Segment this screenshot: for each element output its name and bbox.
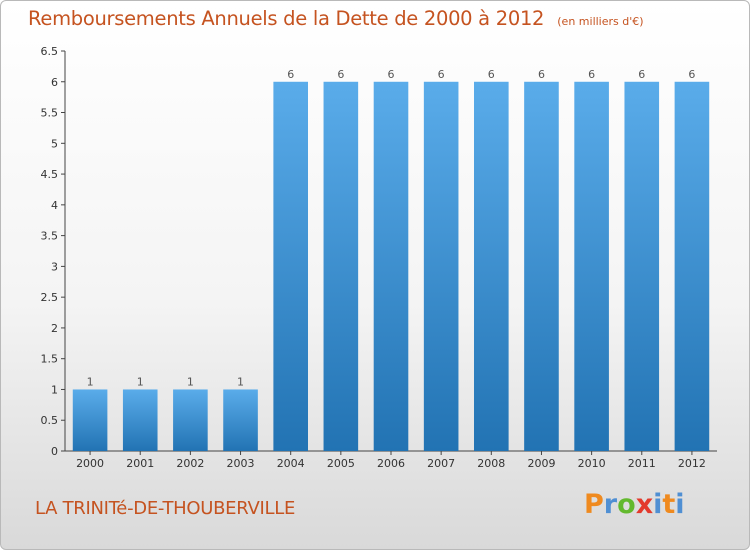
y-tick-label: 0 bbox=[51, 445, 58, 458]
bar-value-label: 6 bbox=[337, 68, 344, 81]
bar-value-label: 6 bbox=[638, 68, 645, 81]
y-tick-label: 5.5 bbox=[41, 107, 59, 120]
bar-value-label: 1 bbox=[137, 375, 144, 388]
y-tick-label: 0.5 bbox=[41, 414, 59, 427]
title-row: Remboursements Annuels de la Dette de 20… bbox=[28, 7, 644, 30]
chart-bars bbox=[72, 81, 710, 452]
bar-value-label: 6 bbox=[588, 68, 595, 81]
bar-value-label: 1 bbox=[87, 375, 94, 388]
y-tick-label: 1.5 bbox=[41, 353, 59, 366]
bar bbox=[373, 81, 409, 452]
x-tick-label: 2012 bbox=[678, 457, 706, 470]
y-tick-label: 6.5 bbox=[41, 45, 59, 58]
logo-letter-p: P bbox=[584, 489, 604, 520]
bar bbox=[423, 81, 459, 452]
bar-value-label: 6 bbox=[688, 68, 695, 81]
bar bbox=[122, 389, 158, 451]
y-tick-label: 4.5 bbox=[41, 168, 59, 181]
chart-unit: (en milliers d'€) bbox=[557, 15, 644, 28]
bar bbox=[323, 81, 359, 452]
bar-value-label: 6 bbox=[538, 68, 545, 81]
bar bbox=[72, 389, 108, 451]
bar bbox=[674, 81, 710, 452]
bar bbox=[524, 81, 559, 452]
x-tick-label: 2007 bbox=[427, 457, 455, 470]
bar-value-label: 6 bbox=[488, 68, 495, 81]
x-tick-label: 2005 bbox=[327, 457, 355, 470]
bar-value-label: 6 bbox=[287, 68, 294, 81]
logo-letter-i2: i bbox=[675, 489, 685, 520]
bar bbox=[173, 389, 208, 451]
logo-letter-i: i bbox=[653, 489, 663, 520]
x-tick-label: 2008 bbox=[477, 457, 505, 470]
bar bbox=[574, 81, 609, 452]
bar-value-label: 1 bbox=[237, 375, 244, 388]
logo-letter-o: o bbox=[617, 489, 636, 520]
y-tick-label: 4 bbox=[51, 199, 58, 212]
x-tick-label: 2010 bbox=[578, 457, 606, 470]
y-tick-label: 3 bbox=[51, 260, 58, 273]
logo-letter-x: x bbox=[635, 489, 654, 520]
y-tick-label: 2 bbox=[51, 322, 58, 335]
bar bbox=[273, 81, 308, 452]
bar-value-label: 6 bbox=[388, 68, 395, 81]
x-tick-label: 2003 bbox=[227, 457, 255, 470]
x-tick-label: 2001 bbox=[126, 457, 154, 470]
bar bbox=[624, 81, 660, 452]
logo-letter-t: t bbox=[662, 489, 676, 520]
x-tick-label: 2004 bbox=[277, 457, 305, 470]
logo-letter-r: r bbox=[603, 489, 618, 520]
bar bbox=[223, 389, 258, 451]
y-tick-label: 6 bbox=[51, 76, 58, 89]
location-name: LA TRINITé-DE-THOUBERVILLE bbox=[35, 498, 296, 519]
bar-value-label: 1 bbox=[187, 375, 194, 388]
y-tick-label: 1 bbox=[51, 383, 58, 396]
y-tick-label: 2.5 bbox=[41, 291, 59, 304]
chart-title: Remboursements Annuels de la Dette de 20… bbox=[28, 7, 545, 30]
y-tick-label: 3.5 bbox=[41, 230, 59, 243]
chart-labels: 0 0.5 1 1.5 2 2.5 3 3.5 4 4.5 5 5.5 6 6.5 2000 1 2001 1 20… bbox=[41, 45, 706, 470]
x-tick-label: 2011 bbox=[628, 457, 656, 470]
x-tick-label: 2002 bbox=[176, 457, 204, 470]
bar bbox=[474, 81, 509, 452]
x-tick-label: 2009 bbox=[527, 457, 555, 470]
proxiti-logo[interactable]: Proxiti bbox=[584, 489, 685, 520]
x-tick-label: 2000 bbox=[76, 457, 104, 470]
y-tick-label: 5 bbox=[51, 137, 58, 150]
bar-value-label: 6 bbox=[438, 68, 445, 81]
x-tick-label: 2006 bbox=[377, 457, 405, 470]
